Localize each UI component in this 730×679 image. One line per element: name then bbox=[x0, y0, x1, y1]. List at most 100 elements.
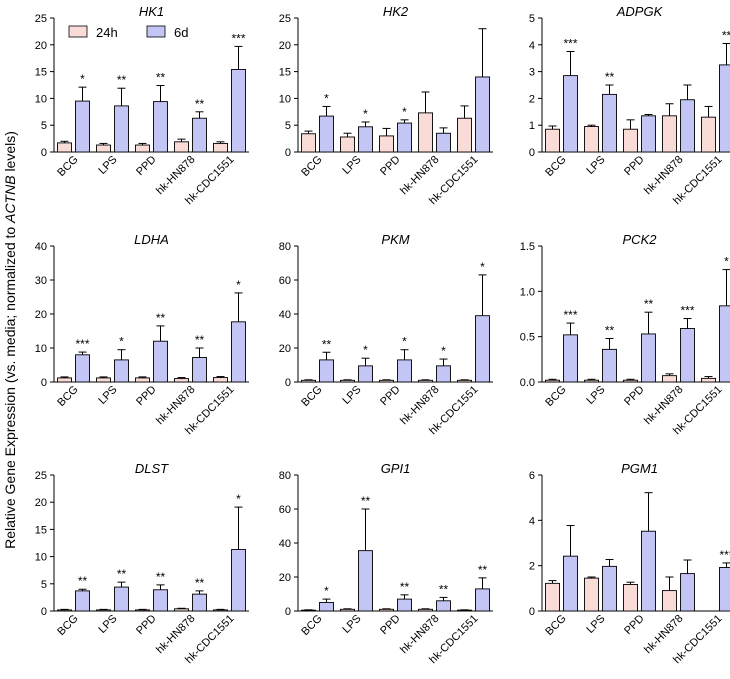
panel-title-hk1: HK1 bbox=[139, 4, 164, 19]
bar-6d-hk-hn878 bbox=[680, 99, 695, 153]
y-tick-label: 60 bbox=[279, 275, 291, 287]
bar-6d-hk-hn878 bbox=[192, 117, 207, 153]
significance-label: ** bbox=[605, 70, 615, 84]
bar-24h-ppd bbox=[135, 377, 150, 383]
bar-6d-bcg bbox=[75, 100, 90, 153]
bar-6d-hk-cdc1551 bbox=[231, 321, 246, 383]
x-tick-label-ppd: PPD bbox=[378, 154, 403, 179]
significance-label: * bbox=[80, 72, 85, 86]
y-tick-label: 4 bbox=[529, 40, 535, 52]
y-tick-label: 1 bbox=[529, 120, 535, 132]
significance-label: ** bbox=[195, 97, 205, 111]
panel-gpi1: GPI1020406080*BCG**LPS**PPD**hk-HN878**h… bbox=[279, 461, 493, 666]
bar-6d-bcg bbox=[563, 75, 578, 153]
legend-label-24h: 24h bbox=[96, 25, 118, 40]
panel-title-hk2: HK2 bbox=[383, 4, 409, 19]
bar-6d-lps bbox=[358, 126, 373, 153]
bar-24h-ppd bbox=[135, 144, 150, 153]
bar-6d-bcg bbox=[75, 354, 90, 383]
y-tick-label: 20 bbox=[279, 40, 291, 52]
y-tick-label: 3 bbox=[529, 67, 535, 79]
significance-label: ** bbox=[322, 337, 332, 351]
y-tick-label: 80 bbox=[279, 470, 291, 482]
bar-6d-hk-cdc1551 bbox=[231, 69, 246, 153]
bar-24h-lps bbox=[96, 609, 111, 612]
y-tick-label: 1.0 bbox=[520, 286, 535, 298]
bar-24h-hk-cdc1551 bbox=[701, 116, 716, 153]
significance-label: * bbox=[324, 584, 329, 598]
bar-24h-hk-hn878 bbox=[174, 378, 189, 383]
y-tick-label: 25 bbox=[35, 470, 47, 482]
panel-title-dlst: DLST bbox=[135, 461, 169, 476]
bar-6d-bcg bbox=[319, 602, 334, 612]
x-tick-label-ppd: PPD bbox=[134, 384, 159, 409]
y-tick-label: 60 bbox=[279, 504, 291, 516]
y-tick-label: 0 bbox=[285, 606, 291, 618]
bar-24h-ppd bbox=[623, 379, 638, 383]
y-tick-label: 10 bbox=[279, 93, 291, 105]
significance-label: *** bbox=[231, 31, 245, 45]
panel-pkm: PKM020406080**BCG*LPS*PPD*hk-HN878*hk-CD… bbox=[279, 232, 493, 437]
bar-6d-lps bbox=[114, 359, 129, 383]
panel-title-pgm1: PGM1 bbox=[621, 461, 658, 476]
y-tick-label: 1.5 bbox=[520, 241, 535, 253]
panel-hk2: HK20510152025*BCG*LPS*PPDhk-HN878hk-CDC1… bbox=[279, 4, 493, 207]
x-tick-label-lps: LPS bbox=[340, 384, 363, 407]
panel-title-pck2: PCK2 bbox=[623, 232, 658, 247]
bar-6d-hk-cdc1551 bbox=[231, 549, 246, 612]
x-tick-label-bcg: BCG bbox=[55, 154, 80, 179]
y-tick-label: 10 bbox=[35, 552, 47, 564]
bar-6d-ppd bbox=[397, 359, 412, 383]
y-tick-label: 0.0 bbox=[520, 377, 535, 389]
y-axis-title-prefix: Relative Gene Expression (vs. media; nor… bbox=[2, 223, 18, 549]
bar-6d-ppd bbox=[641, 530, 656, 612]
significance-label: * bbox=[441, 344, 446, 358]
significance-label: *** bbox=[75, 337, 89, 351]
bar-6d-lps bbox=[602, 565, 617, 612]
significance-label: ** bbox=[644, 297, 654, 311]
y-tick-label: 4 bbox=[529, 515, 535, 527]
panels: HK10510152025*BCG**LPS**PPD**hk-HN878***… bbox=[35, 4, 730, 666]
bar-24h-lps bbox=[340, 136, 355, 153]
significance-label: * bbox=[324, 91, 329, 105]
y-tick-label: 25 bbox=[279, 13, 291, 25]
bar-6d-hk-cdc1551 bbox=[475, 76, 490, 153]
significance-label: * bbox=[480, 260, 485, 274]
bar-24h-hk-cdc1551 bbox=[213, 609, 228, 612]
x-tick-label-ppd: PPD bbox=[378, 613, 403, 638]
bar-6d-hk-hn878 bbox=[436, 132, 451, 153]
bar-24h-hk-hn878 bbox=[662, 115, 677, 153]
y-tick-label: 30 bbox=[35, 275, 47, 287]
bar-24h-ppd bbox=[379, 379, 394, 383]
bar-24h-lps bbox=[96, 377, 111, 383]
bar-24h-bcg bbox=[301, 379, 316, 383]
y-tick-label: 5 bbox=[41, 120, 47, 132]
x-tick-label-ppd: PPD bbox=[134, 613, 159, 638]
bar-24h-hk-hn878 bbox=[174, 141, 189, 153]
significance-label: *** bbox=[563, 37, 577, 51]
significance-label: ** bbox=[117, 567, 127, 581]
y-axis-title-suffix: levels) bbox=[2, 131, 18, 175]
y-tick-label: 15 bbox=[35, 524, 47, 536]
bar-24h-hk-cdc1551 bbox=[457, 117, 472, 153]
bar-6d-hk-cdc1551 bbox=[475, 315, 490, 383]
y-tick-label: 0 bbox=[285, 147, 291, 159]
significance-label: * bbox=[402, 105, 407, 119]
y-tick-label: 20 bbox=[279, 572, 291, 584]
x-tick-label-bcg: BCG bbox=[299, 613, 324, 638]
bar-24h-ppd bbox=[623, 584, 638, 612]
x-tick-label-ppd: PPD bbox=[622, 384, 647, 409]
bar-6d-lps bbox=[602, 93, 617, 153]
significance-label: * bbox=[119, 335, 124, 349]
bar-6d-hk-hn878 bbox=[436, 365, 451, 383]
bar-6d-lps bbox=[602, 348, 617, 383]
bar-6d-hk-cdc1551 bbox=[719, 567, 730, 612]
y-tick-label: 6 bbox=[529, 470, 535, 482]
bar-6d-lps bbox=[114, 105, 129, 153]
significance-label: ** bbox=[78, 574, 88, 588]
bar-6d-lps bbox=[358, 365, 373, 383]
bar-24h-hk-cdc1551 bbox=[213, 377, 228, 383]
panel-adpgk: ADPGK012345***BCG**LPSPPDhk-HN878**hk-CD… bbox=[529, 4, 730, 207]
y-tick-label: 20 bbox=[279, 343, 291, 355]
